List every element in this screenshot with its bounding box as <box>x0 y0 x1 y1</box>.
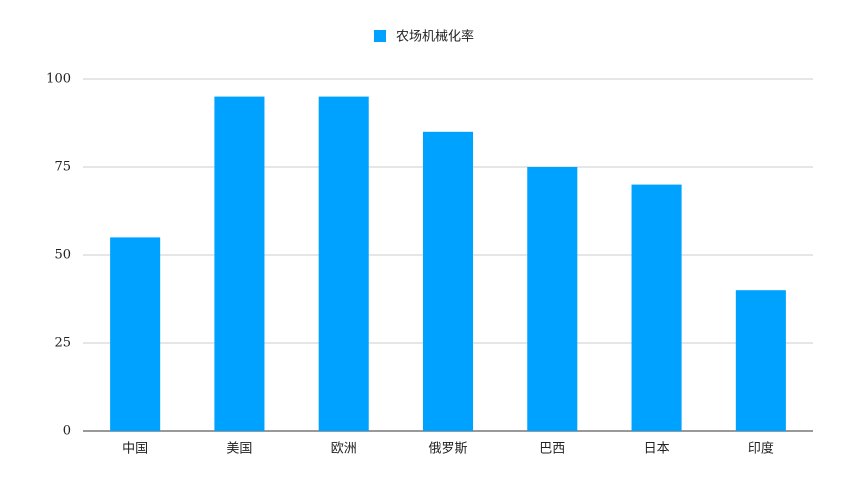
x-tick-label: 中国 <box>122 442 148 457</box>
y-tick-label: 75 <box>54 160 71 175</box>
x-tick-label: 欧洲 <box>331 442 357 457</box>
x-tick-label: 巴西 <box>539 442 565 457</box>
y-tick-label: 25 <box>54 336 71 351</box>
x-tick-label: 印度 <box>748 441 774 457</box>
y-tick-label: 100 <box>46 72 71 87</box>
legend-swatch <box>374 30 386 42</box>
y-tick-label: 0 <box>63 424 71 439</box>
bar <box>110 237 161 431</box>
bar <box>422 131 474 432</box>
y-tick-label: 50 <box>54 248 71 263</box>
legend-label: 农场机械化率 <box>396 29 474 45</box>
bar <box>318 96 369 431</box>
x-tick-label: 日本 <box>644 442 670 457</box>
x-tick-label: 美国 <box>226 442 252 457</box>
bar <box>214 96 265 431</box>
x-tick-label: 俄罗斯 <box>428 442 467 457</box>
bar <box>735 290 786 431</box>
bar <box>527 167 578 431</box>
bar <box>631 184 682 431</box>
